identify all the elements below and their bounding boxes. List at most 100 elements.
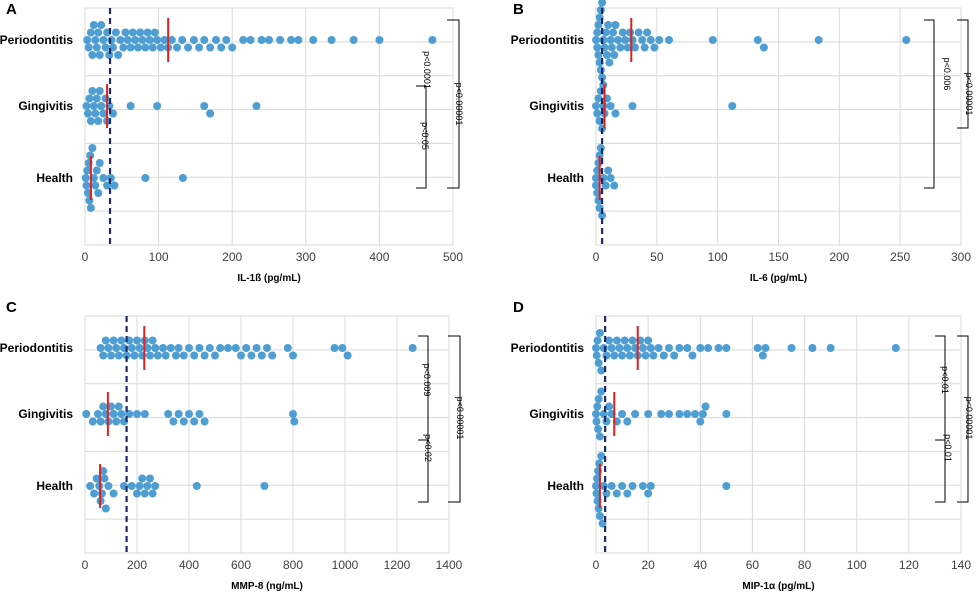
category-label: Gingivitis (18, 407, 73, 421)
data-point (96, 344, 105, 352)
data-point (100, 474, 109, 483)
data-point (82, 410, 91, 418)
data-point (759, 43, 768, 52)
data-point (101, 94, 110, 103)
data-point (105, 51, 114, 59)
tick-label: 60 (746, 558, 760, 572)
data-point (116, 36, 125, 44)
data-point (596, 144, 605, 152)
data-point (109, 410, 118, 418)
data-point (623, 43, 632, 52)
data-point (128, 28, 137, 37)
data-point (146, 474, 154, 483)
data-point (631, 410, 640, 418)
data-point (814, 36, 823, 44)
data-point (595, 329, 604, 337)
tick-label: 400 (179, 558, 199, 572)
data-point (428, 36, 437, 44)
data-point (143, 482, 152, 490)
data-point (99, 109, 108, 118)
data-point (593, 43, 602, 52)
data-point (593, 402, 602, 411)
data-point (891, 344, 900, 352)
data-point (239, 36, 248, 44)
data-point (169, 417, 178, 426)
data-point (89, 21, 98, 29)
tick-label: 40 (694, 558, 708, 572)
data-point (200, 417, 209, 426)
data-point (618, 410, 627, 418)
p-value-label: p<0.05 (420, 122, 430, 150)
data-point (601, 181, 610, 190)
data-point (127, 344, 136, 352)
category-label: Periodontitis (511, 33, 585, 47)
data-point (592, 489, 601, 498)
data-point (150, 28, 159, 37)
data-point (94, 117, 103, 125)
data-point (136, 28, 145, 37)
data-point (610, 181, 619, 190)
data-point (654, 344, 663, 352)
data-point (94, 410, 102, 418)
data-point (610, 51, 619, 59)
data-point (146, 351, 154, 360)
tick-label: 1000 (332, 558, 359, 572)
data-point (670, 351, 679, 360)
data-point (114, 351, 123, 360)
data-point (599, 102, 608, 110)
data-point (596, 6, 605, 14)
data-point (665, 36, 673, 44)
data-point (343, 351, 352, 360)
data-point (222, 36, 231, 44)
data-point (696, 344, 705, 352)
tick-label: 400 (369, 250, 389, 264)
data-point (91, 36, 100, 44)
data-point (638, 36, 647, 44)
data-point (683, 410, 692, 418)
data-point (160, 36, 169, 44)
data-point (143, 344, 152, 352)
data-point (121, 28, 130, 37)
data-point (375, 36, 384, 44)
x-axis-label: IL-1ß (pg/mL) (237, 273, 300, 284)
category-label: Periodontitis (0, 341, 73, 355)
data-point (114, 51, 123, 59)
data-point (86, 28, 95, 37)
data-point (708, 36, 717, 44)
data-point (604, 166, 613, 175)
tick-label: 140 (951, 558, 971, 572)
data-point (623, 344, 632, 352)
data-point (598, 73, 607, 82)
panel-label: C (6, 299, 17, 316)
data-point (595, 432, 604, 441)
data-point (89, 102, 98, 110)
data-point (594, 504, 603, 513)
data-point (605, 336, 614, 345)
data-point (594, 94, 603, 103)
data-point (596, 66, 605, 74)
data-point (714, 344, 723, 352)
category-label: Gingivitis (529, 99, 584, 113)
data-point (644, 489, 653, 498)
data-point (140, 489, 149, 498)
tick-label: 600 (231, 558, 251, 572)
tick-label: 0 (593, 558, 600, 572)
tick-label: 0 (82, 250, 89, 264)
p-value-label: p<0.009 (422, 364, 432, 397)
data-point (92, 474, 101, 483)
data-point (615, 344, 624, 352)
data-point (159, 344, 167, 352)
data-point (83, 166, 92, 175)
data-point (606, 174, 615, 182)
significance-bracket (418, 439, 429, 503)
data-point (260, 482, 269, 490)
data-point (111, 28, 120, 37)
tick-label: 80 (798, 558, 812, 572)
category-label: Health (547, 171, 584, 185)
data-point (593, 28, 602, 37)
data-point (263, 344, 271, 352)
data-point (94, 189, 103, 197)
tick-label: 150 (768, 250, 788, 264)
data-point (122, 351, 131, 360)
data-point (189, 36, 198, 44)
